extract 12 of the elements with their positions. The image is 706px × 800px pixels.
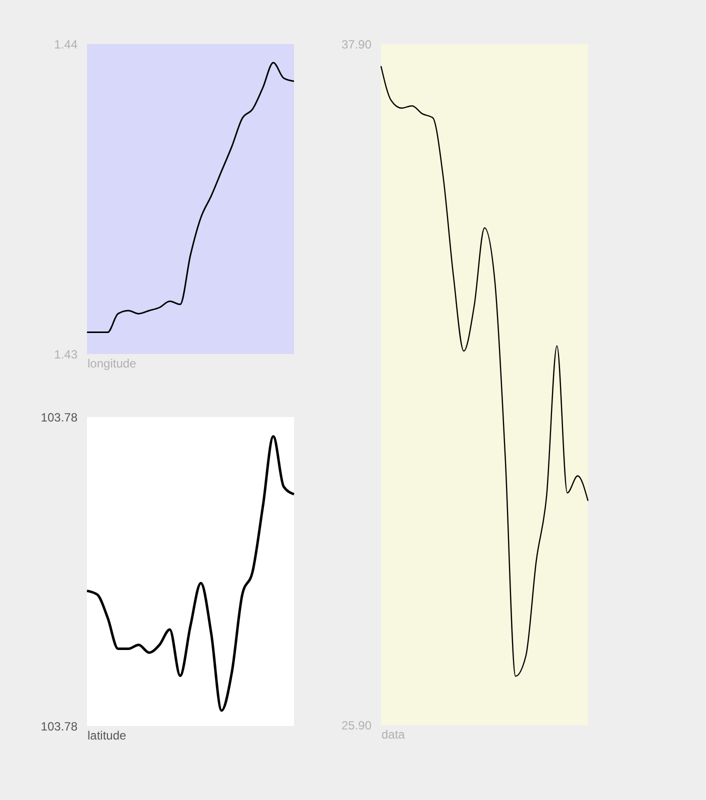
x-axis-title: latitude: [88, 728, 127, 742]
line-series: [380, 66, 589, 677]
line-series: [86, 62, 295, 334]
y-tick-label: 103.78: [40, 720, 78, 734]
y-tick-label: 1.44: [54, 38, 78, 52]
y-tick-label: 103.78: [40, 410, 78, 424]
y-tick-label: 37.90: [341, 38, 372, 52]
y-tick-label: 25.90: [341, 718, 372, 732]
x-axis-title: longitude: [88, 356, 137, 370]
y-tick-label: 1.43: [54, 348, 78, 362]
line-series: [86, 435, 296, 712]
x-axis-title: data: [382, 728, 406, 742]
